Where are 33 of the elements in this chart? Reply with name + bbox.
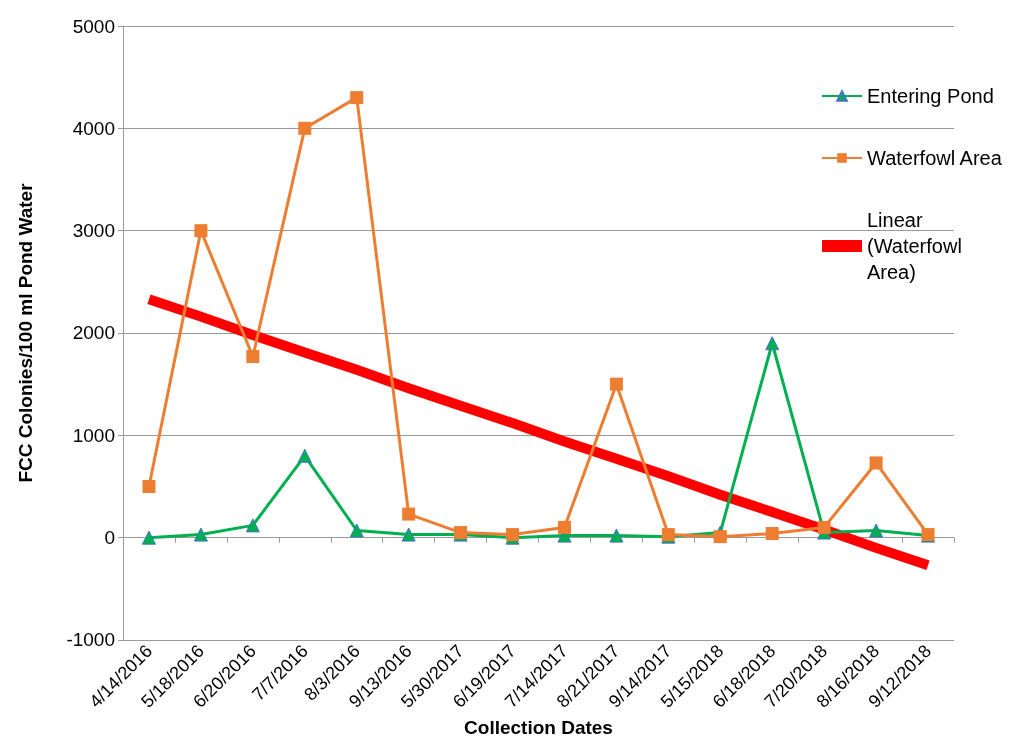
y-axis-title: FCC Colonies/100 ml Pond Water [15,182,36,483]
point [557,520,571,534]
y-tick-label: 5000 [72,15,115,37]
point [194,224,208,238]
point [298,121,312,135]
point [402,507,416,521]
y-tick-label: 3000 [72,220,115,242]
point [817,520,831,534]
point [142,479,156,493]
point [350,91,364,105]
y-tick-label: 0 [104,527,115,549]
point [869,456,883,470]
y-tick-label: 4000 [72,117,115,139]
point [297,448,312,463]
x-axis-title: Collection Dates [464,717,613,738]
legend-label: Entering Pond [867,85,994,107]
y-tick-label: 1000 [72,424,115,446]
point [609,528,624,543]
point [609,377,623,391]
y-tick-label: 2000 [72,322,115,344]
point [765,336,780,351]
legend-label: Waterfowl Area [867,147,1003,169]
point [713,530,727,544]
point [401,527,416,542]
point [141,530,156,545]
point [869,523,884,538]
legend-label: Linear (Waterfowl Area) [867,209,968,283]
point [349,523,364,538]
point [246,350,260,364]
point [245,518,260,533]
point [193,527,208,542]
y-tick-label: -1000 [66,629,115,651]
point [765,527,779,541]
